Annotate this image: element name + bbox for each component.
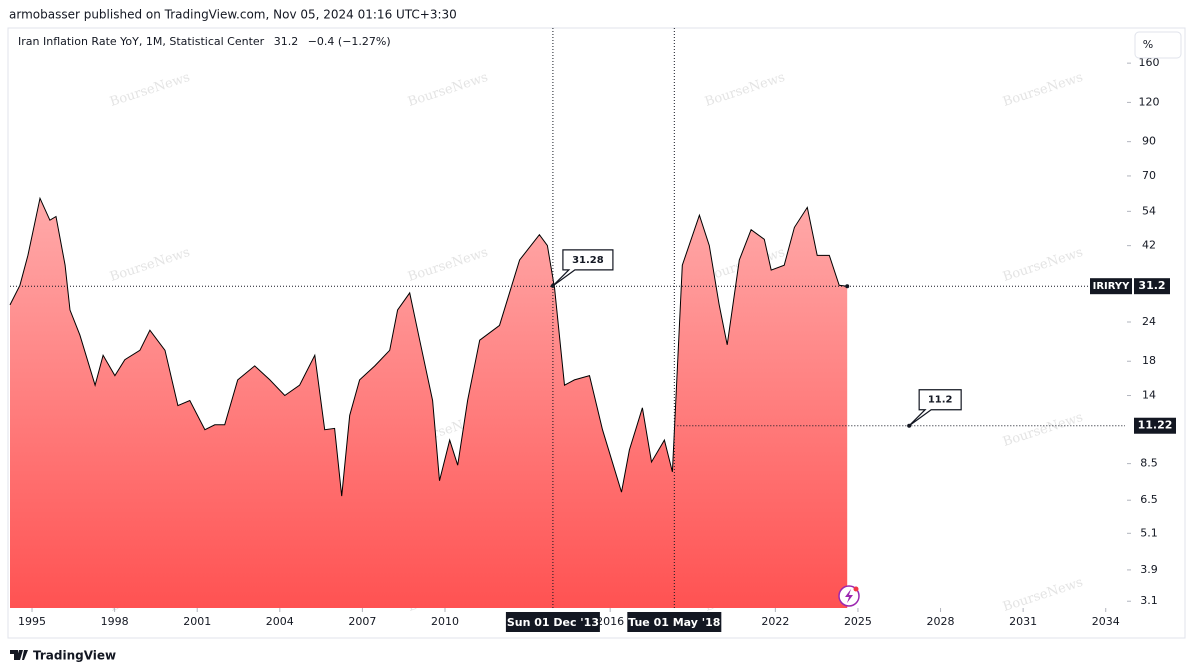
event-icon-dot <box>853 586 859 592</box>
callout-box <box>552 249 614 287</box>
legend-value: 31.2 <box>274 35 299 48</box>
watermark: BourseNews <box>1001 410 1085 450</box>
watermark: BourseNews <box>1001 575 1085 615</box>
crosshair-price-label: 11.22 <box>1138 419 1173 432</box>
ticker-badge <box>1090 278 1132 295</box>
crosshair-date-badge <box>505 612 600 632</box>
y-tick-label: 3.1 <box>1140 594 1158 607</box>
x-tick-label: 2010 <box>431 615 459 628</box>
y-tick-label: 8.5 <box>1140 457 1158 470</box>
legend: Iran Inflation Rate YoY, 1M, Statistical… <box>18 35 391 48</box>
y-tick-label: 3.9 <box>1140 563 1158 576</box>
unit-label[interactable]: % <box>1143 38 1153 51</box>
event-icon-bolt <box>845 589 853 603</box>
x-tick-label: 2031 <box>1009 615 1037 628</box>
plot: IRIRYY 31.2 Sun 01 Dec '13 31.28 Tue 01 May … <box>9 28 1176 632</box>
watermark: BourseNews <box>1001 245 1085 285</box>
x-tick-label: 2028 <box>927 615 955 628</box>
crosshair-date-label: Sun 01 Dec '13 <box>507 616 599 629</box>
unit-button[interactable] <box>1134 31 1182 59</box>
x-tick-label: 1998 <box>101 615 129 628</box>
ticker-label: IRIRYY <box>1093 281 1131 292</box>
x-tick-label: 2007 <box>348 615 376 628</box>
callout-box <box>908 389 962 427</box>
footer-logo <box>10 650 28 660</box>
callout-point <box>550 283 555 288</box>
x-tick-label: 2016 <box>596 615 624 628</box>
watermark: BourseNews <box>703 70 787 110</box>
callout-label: 31.28 <box>572 255 604 266</box>
last-point <box>845 284 850 289</box>
area-line <box>9 196 848 497</box>
y-tick-label: 14 <box>1142 389 1156 402</box>
price-badge <box>1134 278 1170 295</box>
footer-brand: TradingView <box>33 649 116 663</box>
y-tick-label: 6.5 <box>1140 493 1158 506</box>
legend-change: −0.4 (−1.27%) <box>308 35 391 48</box>
watermark: BourseNews <box>406 245 490 285</box>
watermark: BourseNews <box>406 70 490 110</box>
publisher-line: armobasser published on TradingView.com,… <box>9 8 457 22</box>
y-tick-label: 160 <box>1139 56 1160 69</box>
y-tick-label: 24 <box>1142 315 1156 328</box>
price-label: 31.2 <box>1138 279 1165 292</box>
y-tick-label: 70 <box>1142 169 1156 182</box>
watermark: BourseNews <box>108 70 192 110</box>
crosshair-price-badge <box>1134 417 1176 434</box>
y-tick-label: 120 <box>1139 95 1160 108</box>
y-tick-label: 42 <box>1142 239 1156 252</box>
crosshair-date-label: Tue 01 May '18 <box>628 616 720 629</box>
x-tick-label: 2001 <box>183 615 211 628</box>
y-tick-label: 54 <box>1142 204 1156 217</box>
y-tick-label: 18 <box>1142 354 1156 367</box>
legend-title: Iran Inflation Rate YoY, 1M, Statistical… <box>18 35 265 48</box>
chart-frame <box>7 27 1186 639</box>
axes: 3.1 3.9 5.1 6.5 8.5 14 18 24 42 54 70 90 120 160 1995 1… <box>18 56 1159 628</box>
y-tick-label: 90 <box>1142 135 1156 148</box>
x-tick-label: 1995 <box>18 615 46 628</box>
callout-point <box>907 423 912 428</box>
watermark: BourseNews <box>1001 70 1085 110</box>
x-tick-label: 2022 <box>761 615 789 628</box>
x-tick-label: 2004 <box>266 615 294 628</box>
x-tick-label: 2034 <box>1092 615 1120 628</box>
watermark: BourseNews <box>108 245 192 285</box>
x-tick-label: 2025 <box>844 615 872 628</box>
y-tick-label: 5.1 <box>1140 526 1158 539</box>
crosshair-date-badge <box>627 612 722 632</box>
callout-label: 11.2 <box>928 395 953 406</box>
area-fill <box>10 198 848 609</box>
